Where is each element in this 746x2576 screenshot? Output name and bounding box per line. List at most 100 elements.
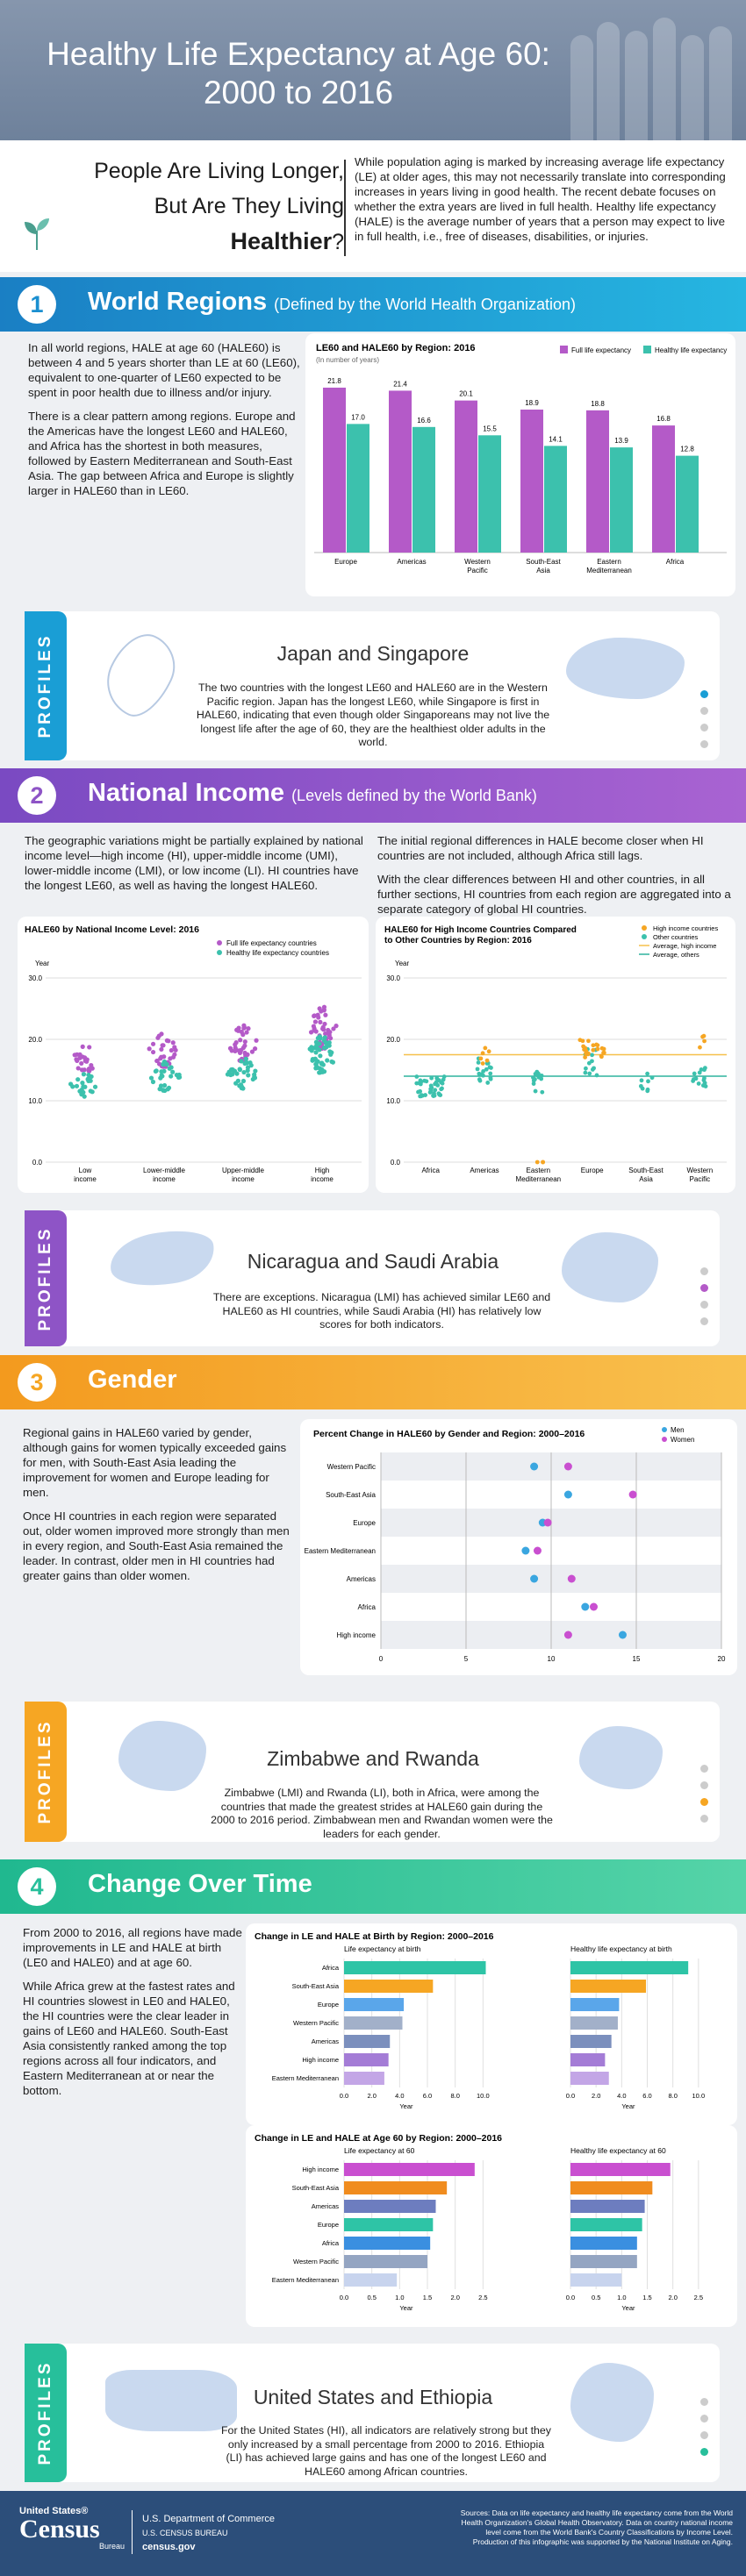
country-point [318, 1053, 323, 1059]
category-label: Africa [322, 2239, 340, 2247]
country-point [414, 1074, 420, 1079]
category-label: Western [464, 558, 491, 566]
country-point [161, 1082, 168, 1088]
country-point [418, 1088, 423, 1094]
category-label: Asia [536, 567, 550, 574]
x-tick-label: 6.0 [423, 2092, 432, 2100]
country-point [323, 1039, 328, 1045]
country-point [164, 1038, 169, 1043]
legend-swatch [642, 934, 647, 939]
country-point [250, 1076, 255, 1082]
country-point [312, 1013, 317, 1018]
country-point [253, 1068, 258, 1074]
panel-subtitle: Life expectancy at birth [344, 1944, 421, 1953]
country-point [484, 1058, 490, 1063]
bar [323, 387, 346, 553]
category-label: Eastern [597, 558, 621, 566]
country-point [159, 1054, 164, 1060]
country-point [150, 1049, 156, 1055]
country-point [477, 1071, 482, 1076]
country-point [645, 1088, 650, 1094]
country-point [531, 1081, 536, 1086]
x-tick-label: 8.0 [450, 2092, 459, 2100]
country-point [237, 1067, 242, 1072]
x-tick-label: 2.5 [694, 2294, 703, 2301]
bar [570, 1998, 620, 2011]
bar [570, 2218, 642, 2231]
category-label: Eastern [527, 1167, 551, 1174]
country-point [424, 1079, 429, 1084]
category-label: Europe [318, 2001, 339, 2009]
country-point [87, 1068, 92, 1074]
country-point [649, 1075, 655, 1081]
sprout-icon [25, 218, 49, 250]
x-tick-label: 6.0 [642, 2092, 651, 2100]
y-tick-label: 20.0 [28, 1036, 42, 1044]
country-point [583, 1055, 588, 1060]
section-2-band: 2 National Income (Levels defined by the… [0, 768, 746, 823]
bar [347, 424, 369, 553]
country-point [691, 1079, 696, 1083]
women-point [543, 1518, 552, 1527]
men-point [563, 1490, 572, 1499]
pager-dots[interactable] [700, 1267, 711, 1334]
country-point [591, 1047, 596, 1053]
category-label: Africa [322, 1964, 340, 1972]
country-point [646, 1079, 650, 1084]
category-label: Western Pacific [327, 1463, 376, 1471]
country-point [317, 1070, 322, 1075]
country-point [170, 1069, 176, 1074]
category-label: Low [79, 1167, 92, 1174]
x-tick-label: 0 [379, 1655, 384, 1663]
legend-label: Men [671, 1426, 685, 1434]
bar [570, 2163, 671, 2176]
country-point [429, 1075, 434, 1081]
country-point [428, 1083, 434, 1088]
country-point [313, 1029, 319, 1034]
profile-text: The two countries with the longest LE60 … [196, 681, 550, 748]
bar [344, 2218, 434, 2231]
profile-text: There are exceptions. Nicaragua (LMI) ha… [212, 1291, 551, 1331]
category-label: South-East [628, 1167, 664, 1174]
bar [570, 2200, 645, 2213]
x-axis-label: Year [621, 2102, 635, 2110]
bar [344, 1980, 434, 1993]
country-point [420, 1093, 424, 1098]
bar [570, 2237, 637, 2250]
country-point [486, 1049, 491, 1054]
pager-dots[interactable] [700, 1765, 711, 1831]
country-point [254, 1038, 259, 1043]
chart-title: to Other Countries by Region: 2016 [384, 936, 532, 945]
section-number: 3 [18, 1363, 56, 1402]
country-point [488, 1075, 493, 1081]
panel-subtitle: Healthy life expectancy at 60 [570, 2146, 666, 2155]
pager-dots[interactable] [700, 690, 711, 757]
bar [676, 455, 699, 553]
country-point [82, 1055, 88, 1060]
men-point [530, 1462, 539, 1471]
y-tick-label: 30.0 [386, 974, 400, 982]
census-logo: United States® Census Bureau [19, 2506, 125, 2551]
country-point [423, 1093, 428, 1097]
category-label: Eastern Mediterranean [272, 2276, 339, 2284]
country-point [311, 1024, 316, 1029]
page-title: Healthy Life Expectancy at Age 60: 2000 t… [47, 36, 550, 111]
country-point [329, 1050, 334, 1055]
bar [570, 2053, 606, 2066]
bar [570, 2072, 609, 2085]
country-point [478, 1056, 484, 1061]
bar-value-label: 16.6 [417, 417, 431, 425]
country-point [321, 1027, 326, 1032]
country-point [475, 1067, 480, 1072]
country-point [427, 1090, 433, 1095]
footer: United States® Census Bureau U.S. Depart… [0, 2491, 746, 2576]
country-point [702, 1081, 707, 1086]
pager-dots[interactable] [700, 2398, 711, 2465]
country-point [481, 1069, 486, 1074]
profiles-tab: PROFILES [25, 2344, 67, 2482]
category-label: income [74, 1175, 97, 1183]
country-point [241, 1023, 247, 1028]
country-point [436, 1078, 441, 1083]
country-point [483, 1045, 488, 1051]
men-point [521, 1546, 530, 1555]
